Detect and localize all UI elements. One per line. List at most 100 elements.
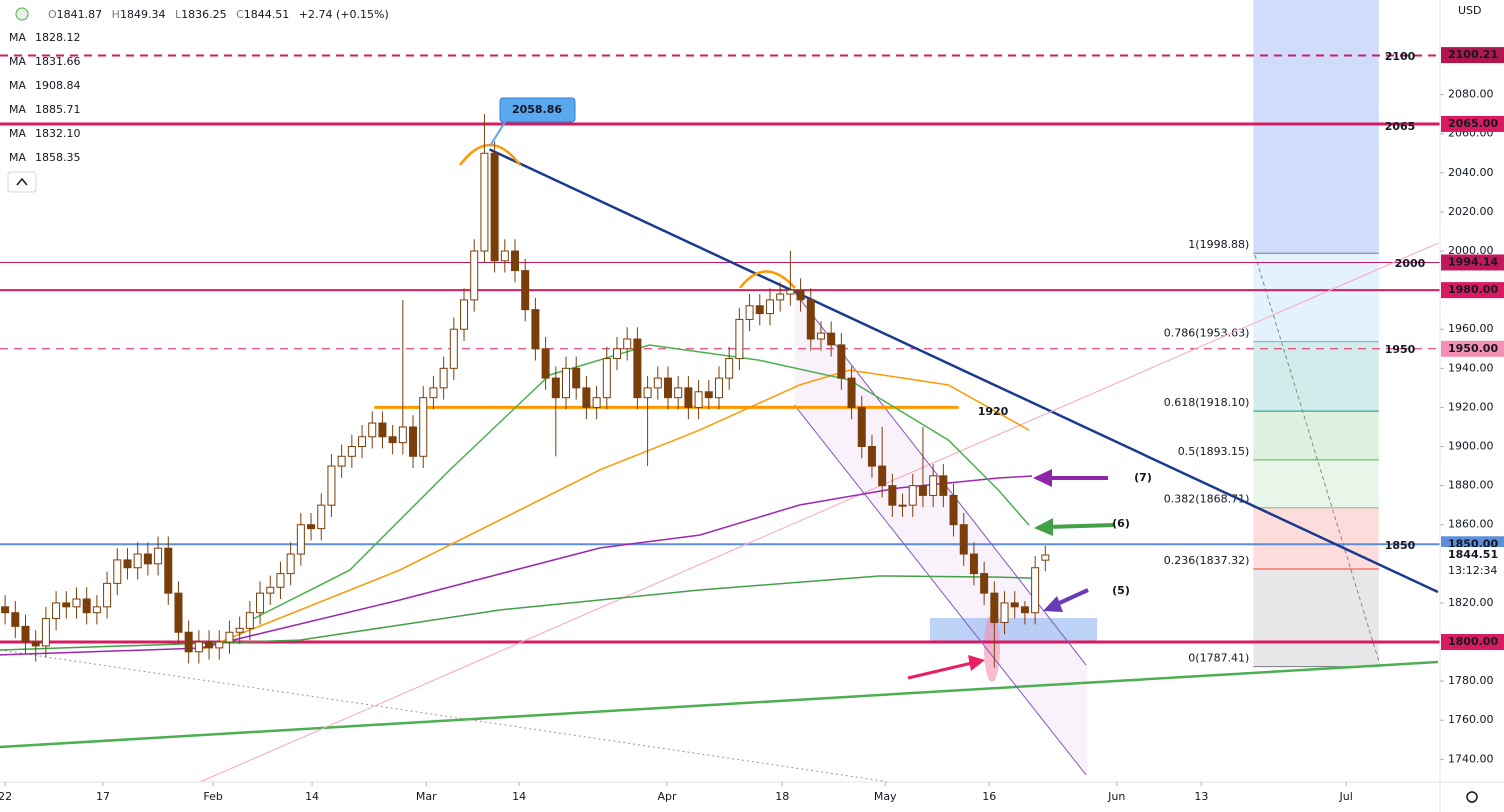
x-tick-label: Jun [1107, 790, 1125, 803]
back-layer: 1(1998.88) 0.786(1953.63) 0.618(1918.10) 0.… [1164, 0, 1379, 668]
y-tick-label: 1900.00 [1448, 440, 1494, 453]
settings-icon[interactable] [1466, 791, 1478, 803]
arrow [1046, 523, 1116, 529]
candle-body [776, 293, 785, 301]
candle-body [388, 436, 397, 444]
candle-body [990, 592, 999, 623]
fib-band [1253, 507, 1379, 570]
price-badge [1441, 547, 1504, 580]
arrow-head [968, 655, 985, 671]
collapse-icon [16, 177, 28, 186]
fib-band [1253, 411, 1379, 460]
annotation: 1950 [1385, 343, 1416, 356]
candle-body [429, 387, 438, 399]
ohlc-header: O1841.87 H1849.34 L1836.25 C1844.51 +2.7… [48, 8, 389, 21]
candle-body [11, 612, 20, 627]
legend-name: MA [9, 55, 26, 68]
annotation: 2000 [1395, 257, 1426, 270]
candle-body [765, 299, 774, 315]
candle-body [225, 631, 234, 643]
fib-band [1253, 341, 1379, 412]
fib-label: 0.618(1918.10) [1164, 396, 1250, 409]
candle-body [1010, 602, 1019, 608]
price-badge [1441, 47, 1504, 64]
candle-body [317, 504, 326, 530]
candle-body [980, 573, 989, 594]
arrow-head [1043, 596, 1063, 612]
candle-body [704, 391, 713, 399]
peak-label: 2058.86 [512, 103, 562, 116]
candle-body [612, 348, 621, 360]
candle-body [470, 250, 479, 301]
price-badge [1441, 282, 1504, 299]
candle-body [398, 426, 407, 444]
moving-average [249, 344, 1030, 622]
price-badge [1441, 254, 1504, 271]
fib-diagonal [1254, 254, 1381, 666]
candle-body [633, 338, 642, 399]
legend-name: MA [9, 31, 26, 44]
candle-body [918, 485, 927, 496]
candle-body [1000, 602, 1009, 623]
candle-body [837, 344, 846, 379]
mid-layer [0, 54, 1440, 783]
candle-body [541, 348, 550, 379]
y-tick-label: 1780.00 [1448, 674, 1494, 687]
price-badge [1441, 340, 1504, 357]
arrow [1054, 588, 1089, 607]
fib-label: 0.382(1868.71) [1164, 493, 1250, 506]
front-layer: 2058.86 2100 2065 2000 1950 1850 1920 (7) (6) (5) [1, 50, 1426, 668]
candle-body [449, 328, 458, 369]
fib-label: 0.236(1837.32) [1164, 554, 1250, 567]
candle-body [41, 618, 50, 647]
candle-body [245, 612, 254, 629]
candle-body [358, 436, 367, 448]
candle-body [72, 598, 81, 608]
ma-legend[interactable]: MA 1828.12 MA 1831.66 MA 1908.84 MA 1885.71 MA 18… [9, 31, 81, 164]
x-tick-label: 17 [96, 790, 110, 803]
x-tick-label: 13 [1194, 790, 1208, 803]
price-badge-label: 1844.51 [1448, 548, 1498, 561]
legend-value: 1828.12 [35, 31, 81, 44]
arrow [907, 661, 973, 680]
annotation: 2100 [1385, 50, 1416, 63]
x-tick-label: 18 [775, 790, 789, 803]
candle-body [898, 504, 907, 507]
candle-body [337, 455, 346, 467]
candle-body [480, 152, 489, 252]
fib-label: 0.5(1893.15) [1178, 445, 1250, 458]
candle-body [827, 332, 836, 346]
candle-body [908, 485, 917, 506]
y-tick-label: 1880.00 [1448, 479, 1494, 492]
y-tick-label: 1860.00 [1448, 518, 1494, 531]
candle-body [164, 547, 173, 594]
candle-body [572, 367, 581, 389]
candle-body [786, 289, 795, 295]
fib-label: 0(1787.41) [1188, 652, 1249, 665]
y-tick-label: 2040.00 [1448, 166, 1494, 179]
price-badge-label: 1994.14 [1448, 255, 1498, 268]
candle-body [184, 631, 193, 653]
candle-body [235, 627, 244, 633]
candle-body [939, 475, 948, 496]
candle-body [266, 586, 275, 594]
candle-body [490, 152, 499, 262]
annotation: (7) [1134, 471, 1152, 484]
candle-body [378, 422, 387, 438]
x-tick-label: Jul [1339, 790, 1353, 803]
collapse-button[interactable] [7, 171, 37, 193]
x-tick-label: May [874, 790, 897, 803]
candle-body [521, 270, 530, 311]
candle-body [531, 309, 540, 350]
price-badge [1441, 634, 1504, 651]
price-badge [1441, 115, 1504, 132]
x-tick-label: 14 [512, 790, 526, 803]
candle-body [735, 318, 744, 360]
candle-body [888, 485, 897, 506]
candle-body [256, 592, 265, 614]
x-tick-label: 22 [0, 790, 12, 803]
legend-name: MA [9, 103, 26, 116]
legend-name: MA [9, 151, 26, 164]
candle-body [31, 641, 40, 647]
price-badge-label: 1800.00 [1448, 635, 1498, 648]
